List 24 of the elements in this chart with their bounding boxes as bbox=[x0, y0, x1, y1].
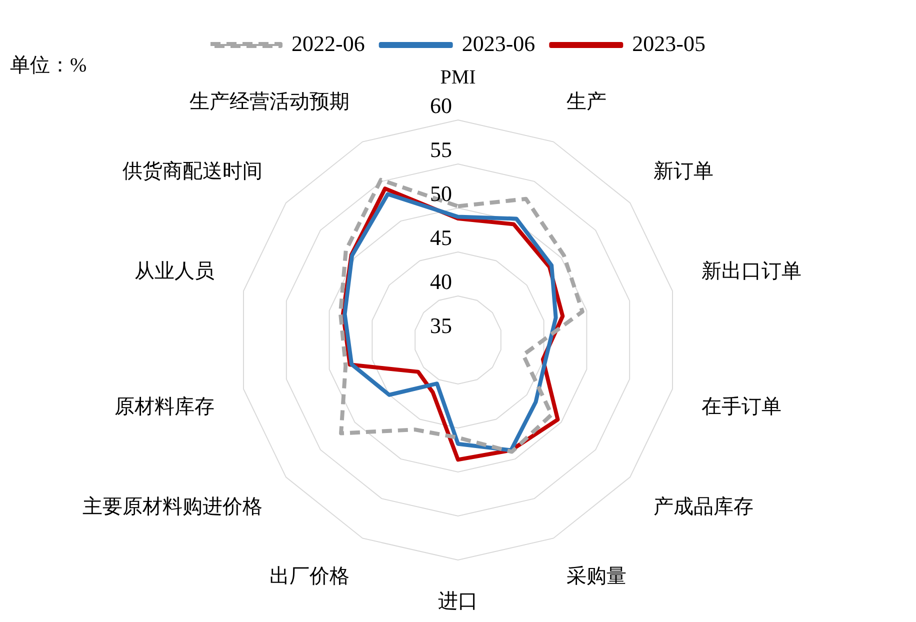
y-tick-label: 40 bbox=[430, 268, 452, 294]
spoke-label: 主要原材料购进价格 bbox=[82, 495, 263, 518]
spoke-label: 新出口订单 bbox=[702, 260, 802, 283]
spoke-label: 供货商配送时间 bbox=[122, 160, 263, 182]
spoke-label: 进口 bbox=[438, 590, 478, 612]
spoke-label: 出厂价格 bbox=[270, 565, 350, 588]
text: 单位：% bbox=[10, 54, 87, 76]
legend-label: 2023-06 bbox=[462, 30, 536, 56]
spoke-label: 从业人员 bbox=[134, 260, 214, 283]
spoke-label: 采购量 bbox=[566, 565, 626, 588]
spoke-label: PMI bbox=[440, 66, 476, 88]
legend-label: 2022-06 bbox=[292, 30, 365, 56]
y-tick-label: 45 bbox=[430, 224, 452, 250]
y-tick-label: 55 bbox=[430, 136, 452, 162]
spoke-label: 新订单 bbox=[653, 160, 714, 182]
spoke-label: 产成品库存 bbox=[653, 496, 754, 518]
spoke-label: 生产 bbox=[566, 91, 606, 114]
legend-label: 2023-05 bbox=[632, 30, 706, 56]
y-tick-label: 35 bbox=[430, 312, 452, 338]
y-tick-label: 60 bbox=[430, 92, 452, 118]
spoke-label: 原材料库存 bbox=[114, 396, 214, 418]
spoke-label: 生产经营活动预期 bbox=[190, 91, 350, 114]
y-tick-label: 50 bbox=[430, 180, 452, 206]
spoke-label: 在手订单 bbox=[702, 396, 782, 418]
